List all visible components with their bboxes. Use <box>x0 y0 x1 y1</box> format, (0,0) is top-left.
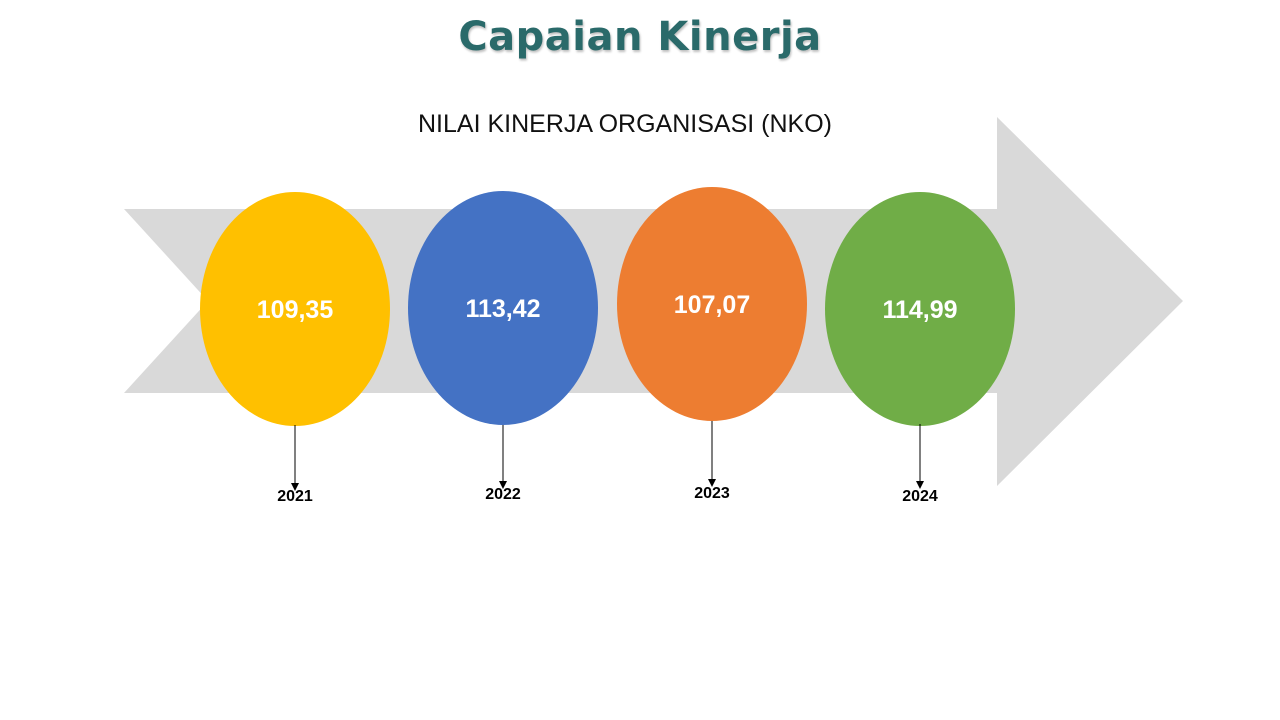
diagram-subtitle: NILAI KINERJA ORGANISASI (NKO) <box>418 110 832 138</box>
milestone-2022: 113,42 2022 <box>408 191 598 503</box>
milestone-circle <box>617 187 807 421</box>
milestone-2023: 107,07 2023 <box>617 187 807 502</box>
milestone-year: 2024 <box>902 488 938 505</box>
milestone-circle <box>408 191 598 425</box>
milestone-value: 113,42 <box>465 295 540 323</box>
milestone-circle <box>200 192 390 426</box>
milestone-value: 109,35 <box>257 296 334 324</box>
milestone-year: 2021 <box>277 488 313 505</box>
milestone-year: 2023 <box>694 485 730 502</box>
milestone-year: 2022 <box>485 486 521 503</box>
milestones-group: 109,35 2021 113,42 2022 107,07 2023 114,99 2024 <box>200 187 1015 505</box>
slide-title: Capaian Kinerja <box>458 14 822 60</box>
milestone-value: 107,07 <box>674 291 750 319</box>
milestone-2024: 114,99 2024 <box>825 192 1015 505</box>
milestone-2021: 109,35 2021 <box>200 192 390 505</box>
milestone-circle <box>825 192 1015 426</box>
milestone-value: 114,99 <box>882 296 957 324</box>
